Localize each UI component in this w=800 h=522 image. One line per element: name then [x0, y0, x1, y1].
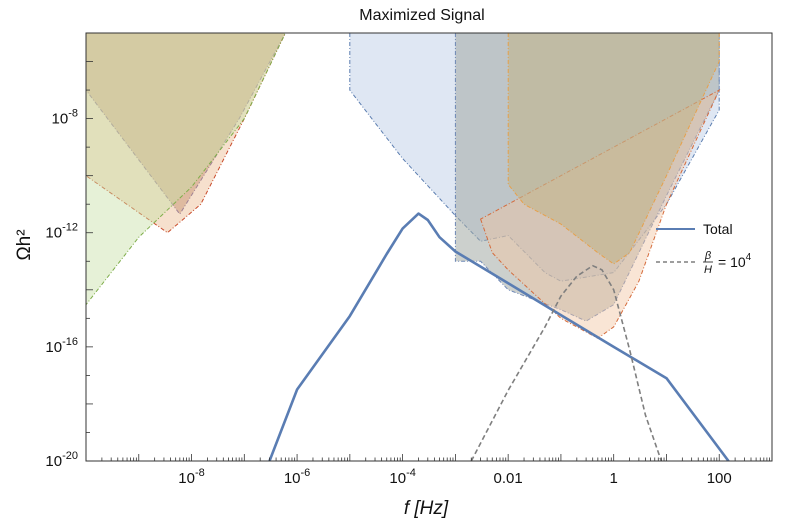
legend-fraction-denominator: H [704, 264, 712, 276]
y-axis-label: Ωh² [14, 229, 35, 260]
series-line-beta-h [470, 264, 663, 461]
series-line-total [268, 212, 730, 461]
legend-label-beta-h: = 104 [718, 252, 752, 270]
y-tick-label: 10-12 [45, 222, 78, 242]
y-tick-label: 10-8 [52, 108, 78, 128]
legend-fraction-numerator: β [704, 250, 712, 262]
exclusion-region-1 [86, 33, 286, 215]
exclusion-regions [86, 33, 721, 339]
legend: Total βH = 104 [656, 221, 752, 276]
chart-title: Maximized Signal [359, 7, 484, 24]
x-tick-label: 10-8 [178, 467, 204, 487]
exclusion-region-2 [86, 33, 286, 234]
x-tick-label: 10-6 [284, 467, 310, 487]
y-tick-label: 10-20 [45, 450, 78, 470]
x-tick-label: 0.01 [494, 470, 523, 487]
series-group [268, 212, 730, 461]
x-tick-label: 1 [610, 470, 618, 487]
x-tick-label: 10-4 [389, 467, 415, 487]
y-tick-label: 10-16 [45, 336, 78, 356]
exclusion-region-3 [86, 33, 286, 306]
axis-ticks: 10-8 10-6 10-4 0.01 1 100 10-8 10-12 10-16 10-20 [45, 32, 773, 487]
x-tick-label: 100 [707, 470, 732, 487]
legend-label-total: Total [703, 221, 733, 237]
x-axis-label: f [Hz] [404, 498, 449, 519]
plot-frame [85, 32, 773, 462]
exclusion-region-7 [507, 33, 720, 265]
